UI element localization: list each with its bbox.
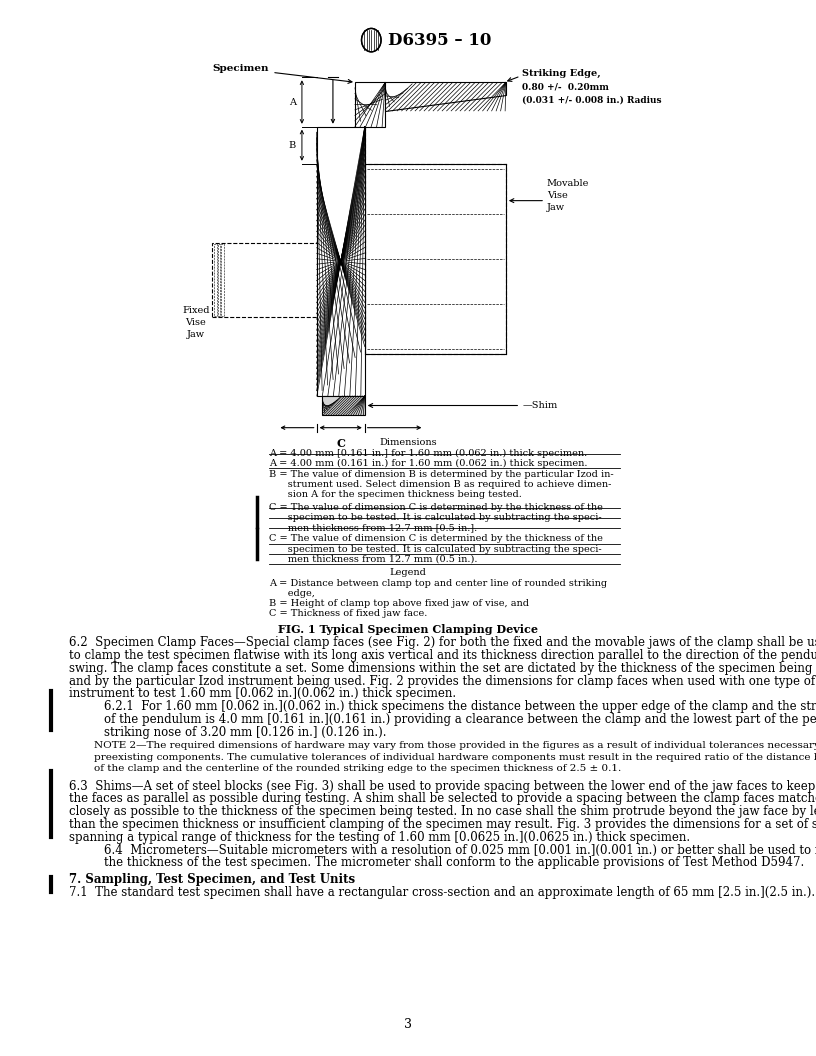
Text: C = Thickness of fixed jaw face.: C = Thickness of fixed jaw face. (269, 609, 428, 618)
Text: C = The value of dimension C is determined by the thickness of the: C = The value of dimension C is determin… (269, 503, 603, 512)
Text: 6.4  Micrometers—Suitable micrometers with a resolution of 0.025 mm [0.001 in.](: 6.4 Micrometers—Suitable micrometers wit… (104, 844, 816, 856)
Text: A = 4.00 mm (0.161 in.) for 1.60 mm (0.062 in.) thick specimen.: A = 4.00 mm (0.161 in.) for 1.60 mm (0.0… (269, 458, 588, 468)
Text: Striking Edge,: Striking Edge, (522, 69, 601, 78)
Bar (212, 243, 317, 317)
Text: of the pendulum is 4.0 mm [0.161 in.](0.161 in.) providing a clearance between t: of the pendulum is 4.0 mm [0.161 in.](0.… (104, 713, 816, 727)
Text: 3: 3 (404, 1018, 412, 1031)
Text: the thickness of the test specimen. The micrometer shall conform to the applicab: the thickness of the test specimen. The … (104, 856, 805, 869)
Bar (214, 244, 217, 316)
Text: B = Height of clamp top above fixed jaw of vise, and: B = Height of clamp top above fixed jaw … (269, 599, 530, 608)
Text: men thickness from 12.7 mm [0.5 in.].: men thickness from 12.7 mm [0.5 in.]. (269, 523, 477, 532)
Text: A = 4.00 mm [0.161 in.] for 1.60 mm (0.062 in.) thick specimen.: A = 4.00 mm [0.161 in.] for 1.60 mm (0.0… (269, 449, 588, 457)
Bar (218, 244, 220, 316)
Text: specimen to be tested. It is calculated by subtracting the speci-: specimen to be tested. It is calculated … (269, 513, 602, 522)
Text: 6.2  Specimen Clamp Faces—Special clamp faces (see Fig. 2) for both the fixed an: 6.2 Specimen Clamp Faces—Special clamp f… (69, 637, 816, 649)
Text: striking nose of 3.20 mm [0.126 in.] (0.126 in.).: striking nose of 3.20 mm [0.126 in.] (0.… (104, 725, 387, 739)
Text: strument used. Select dimension B as required to achieve dimen-: strument used. Select dimension B as req… (269, 480, 612, 489)
Text: 0.80 +/-  0.20mm: 0.80 +/- 0.20mm (522, 82, 609, 92)
Bar (355, 82, 385, 127)
Text: of the clamp and the centerline of the rounded striking edge to the specimen thi: of the clamp and the centerline of the r… (94, 765, 621, 773)
Text: to clamp the test specimen flatwise with its long axis vertical and its thicknes: to clamp the test specimen flatwise with… (69, 649, 816, 662)
Text: A: A (289, 97, 296, 107)
Text: 7.1  The standard test specimen shall have a rectangular cross-section and an ap: 7.1 The standard test specimen shall hav… (69, 886, 815, 899)
Text: than the specimen thickness or insufficient clamping of the specimen may result.: than the specimen thickness or insuffici… (69, 818, 816, 831)
Text: C: C (336, 437, 345, 449)
Text: B: B (289, 140, 296, 150)
Text: closely as possible to the thickness of the specimen being tested. In no case sh: closely as possible to the thickness of … (69, 806, 816, 818)
Text: the faces as parallel as possible during testing. A shim shall be selected to pr: the faces as parallel as possible during… (69, 792, 816, 806)
Ellipse shape (361, 29, 381, 52)
Text: 6.2.1  For 1.60 mm [0.062 in.](0.062 in.) thick specimens the distance between t: 6.2.1 For 1.60 mm [0.062 in.](0.062 in.)… (104, 700, 816, 713)
Text: edge,: edge, (269, 588, 315, 598)
Text: B = The value of dimension B is determined by the particular Izod in-: B = The value of dimension B is determin… (269, 470, 614, 479)
Text: D6395 – 10: D6395 – 10 (388, 32, 491, 49)
Polygon shape (385, 82, 506, 111)
Text: specimen to be tested. It is calculated by subtracting the speci-: specimen to be tested. It is calculated … (269, 545, 602, 553)
Text: instrument to test 1.60 mm [0.062 in.](0.062 in.) thick specimen.: instrument to test 1.60 mm [0.062 in.](0… (69, 687, 456, 700)
Bar (317, 127, 365, 396)
Text: A = Distance between clamp top and center line of rounded striking: A = Distance between clamp top and cente… (269, 579, 607, 587)
Text: 7. Sampling, Test Specimen, and Test Units: 7. Sampling, Test Specimen, and Test Uni… (69, 873, 356, 886)
Text: spanning a typical range of thickness for the testing of 1.60 mm [0.0625 in.](0.: spanning a typical range of thickness fo… (69, 831, 690, 844)
Text: men thickness from 12.7 mm (0.5 in.).: men thickness from 12.7 mm (0.5 in.). (269, 554, 478, 564)
Text: swing. The clamp faces constitute a set. Some dimensions within the set are dict: swing. The clamp faces constitute a set.… (69, 662, 816, 675)
Text: C = The value of dimension C is determined by the thickness of the: C = The value of dimension C is determin… (269, 534, 603, 544)
Text: Specimen: Specimen (213, 64, 352, 83)
Bar (365, 164, 506, 354)
Text: NOTE 2—The required dimensions of hardware may vary from those provided in the f: NOTE 2—The required dimensions of hardwa… (94, 741, 816, 750)
Bar (221, 244, 224, 316)
Text: Movable
Vise
Jaw: Movable Vise Jaw (547, 180, 589, 211)
Bar (322, 396, 365, 415)
Text: sion A for the specimen thickness being tested.: sion A for the specimen thickness being … (269, 490, 522, 499)
Text: (0.031 +/- 0.008 in.) Radius: (0.031 +/- 0.008 in.) Radius (522, 95, 662, 105)
Text: preexisting components. The cumulative tolerances of individual hardware compone: preexisting components. The cumulative t… (94, 753, 816, 761)
Text: and by the particular Izod instrument being used. Fig. 2 provides the dimensions: and by the particular Izod instrument be… (69, 675, 816, 687)
Text: —Shim: —Shim (522, 401, 557, 410)
Text: Legend: Legend (389, 568, 427, 578)
Text: Fixed
Vise
Jaw: Fixed Vise Jaw (182, 306, 210, 339)
Text: FIG. 1 Typical Specimen Clamping Device: FIG. 1 Typical Specimen Clamping Device (278, 624, 538, 635)
Text: 6.3  Shims—A set of steel blocks (see Fig. 3) shall be used to provide spacing b: 6.3 Shims—A set of steel blocks (see Fig… (69, 779, 816, 793)
Text: Dimensions: Dimensions (379, 438, 437, 448)
